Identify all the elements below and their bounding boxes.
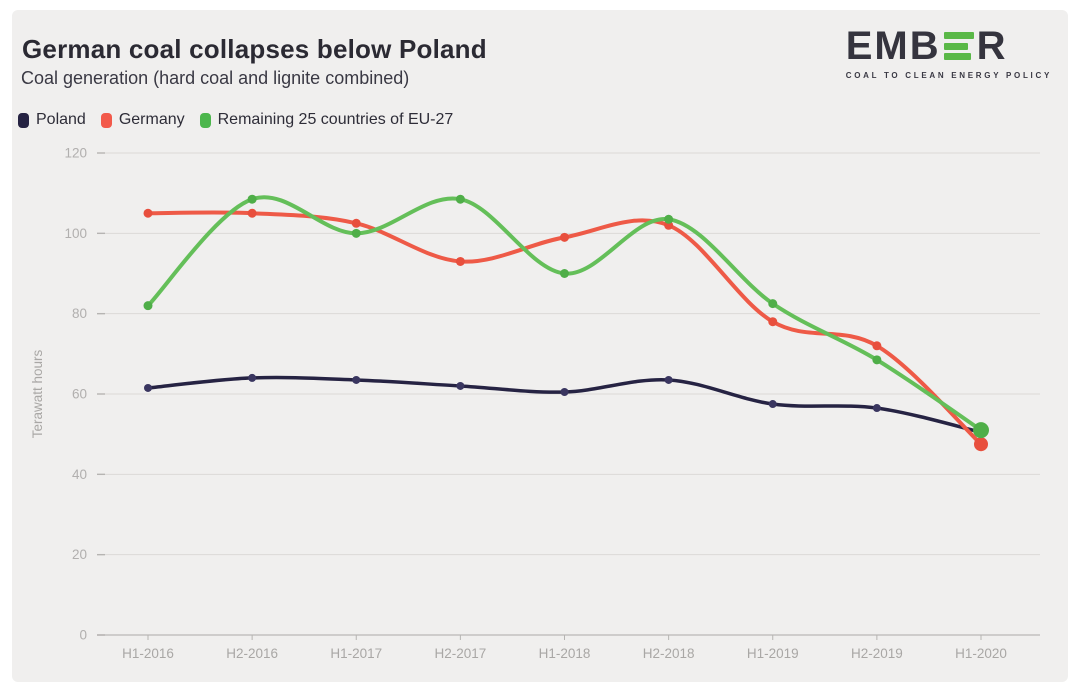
data-point-germany-h1-2018 bbox=[560, 232, 569, 242]
data-point-poland-h1-2018 bbox=[560, 387, 569, 396]
chart-subtitle: Coal generation (hard coal and lignite c… bbox=[21, 68, 410, 88]
y-axis-title: Terawatt hours bbox=[30, 349, 45, 438]
legend-swatch-icon bbox=[18, 112, 29, 128]
x-tick-label: H2-2017 bbox=[434, 646, 486, 661]
y-tick-label: 40 bbox=[72, 467, 87, 482]
data-point-germany-h2-2016 bbox=[247, 208, 257, 218]
chart-card: German coal collapses below Poland Coal … bbox=[12, 10, 1068, 682]
legend-label: Poland bbox=[36, 111, 86, 128]
x-tick-label: H1-2017 bbox=[330, 646, 382, 661]
y-tick-label: 20 bbox=[72, 547, 87, 562]
y-tick-label: 120 bbox=[64, 146, 87, 161]
x-tick-label: H1-2016 bbox=[122, 646, 174, 661]
y-tick-label: 0 bbox=[79, 628, 87, 643]
logo-green-e-icon bbox=[943, 32, 974, 60]
logo-tagline: COAL TO CLEAN ENERGY POLICY bbox=[845, 71, 1052, 80]
y-tick-label: 60 bbox=[72, 387, 87, 402]
series-line-germany bbox=[146, 210, 983, 447]
data-point-poland-h1-2017 bbox=[352, 375, 361, 384]
data-point-poland-h1-2019 bbox=[768, 400, 777, 409]
ember-logo-wordmark: EMB R bbox=[846, 26, 1052, 66]
data-point-germany-h1-2019 bbox=[768, 317, 778, 327]
data-point-germany-h1-2020 bbox=[974, 437, 988, 452]
legend-label: Germany bbox=[118, 111, 185, 128]
legend-item-germany: Germany bbox=[100, 111, 185, 129]
data-point-remaining-25-countries-of-eu-27-h1-2017 bbox=[351, 228, 361, 238]
x-tick-label: H2-2019 bbox=[851, 646, 903, 661]
x-tick-label: H2-2016 bbox=[226, 646, 278, 661]
x-tick-label: H1-2019 bbox=[747, 646, 799, 661]
data-point-germany-h1-2016 bbox=[143, 208, 153, 218]
data-point-remaining-25-countries-of-eu-27-h1-2016 bbox=[143, 301, 153, 311]
coal-generation-line-chart: 0 20 40 60 80 100 120 H1-2016 H2-2016 H1-2017 H2-2… bbox=[30, 146, 1040, 661]
data-point-poland-h1-2016 bbox=[144, 383, 152, 392]
data-point-germany-h1-2017 bbox=[351, 218, 361, 228]
x-tick-label: H1-2020 bbox=[955, 646, 1007, 661]
data-point-germany-h2-2017 bbox=[455, 256, 465, 266]
chart-title: German coal collapses below Poland bbox=[22, 34, 487, 64]
data-point-remaining-25-countries-of-eu-27-h2-2017 bbox=[455, 194, 465, 204]
data-point-poland-h2-2018 bbox=[664, 375, 673, 384]
data-point-remaining-25-countries-of-eu-27-h1-2020 bbox=[973, 422, 989, 439]
chart-legend: Poland Germany Remaining 25 countries of E… bbox=[18, 111, 453, 129]
data-point-remaining-25-countries-of-eu-27-h2-2018 bbox=[664, 214, 674, 224]
legend-swatch-icon bbox=[100, 112, 112, 128]
data-point-poland-h2-2016 bbox=[248, 373, 257, 382]
legend-item-remaining-25-countries-of-eu-27: Remaining 25 countries of EU-27 bbox=[199, 111, 454, 129]
legend-item-poland: Poland bbox=[18, 111, 86, 129]
legend-label: Remaining 25 countries of EU-27 bbox=[217, 111, 454, 128]
y-tick-label: 80 bbox=[72, 306, 87, 321]
data-point-germany-h2-2019 bbox=[872, 341, 882, 351]
logo-text-emb: EMB bbox=[845, 24, 941, 68]
logo-text-r: R bbox=[976, 24, 1008, 68]
ember-logo: EMB R COAL TO CLEAN ENERGY POLICY bbox=[846, 26, 1052, 80]
x-tick-label: H2-2018 bbox=[643, 646, 695, 661]
x-tick-label: H1-2018 bbox=[539, 646, 591, 661]
series-line-poland bbox=[146, 375, 983, 434]
data-point-remaining-25-countries-of-eu-27-h1-2019 bbox=[768, 299, 778, 309]
data-point-remaining-25-countries-of-eu-27-h2-2016 bbox=[247, 194, 257, 204]
data-point-poland-h2-2019 bbox=[872, 404, 881, 413]
data-point-poland-h2-2017 bbox=[456, 381, 465, 390]
legend-swatch-icon bbox=[199, 112, 211, 128]
y-tick-label: 100 bbox=[64, 226, 87, 241]
data-point-remaining-25-countries-of-eu-27-h2-2019 bbox=[872, 355, 882, 365]
data-point-remaining-25-countries-of-eu-27-h1-2018 bbox=[560, 269, 569, 278]
